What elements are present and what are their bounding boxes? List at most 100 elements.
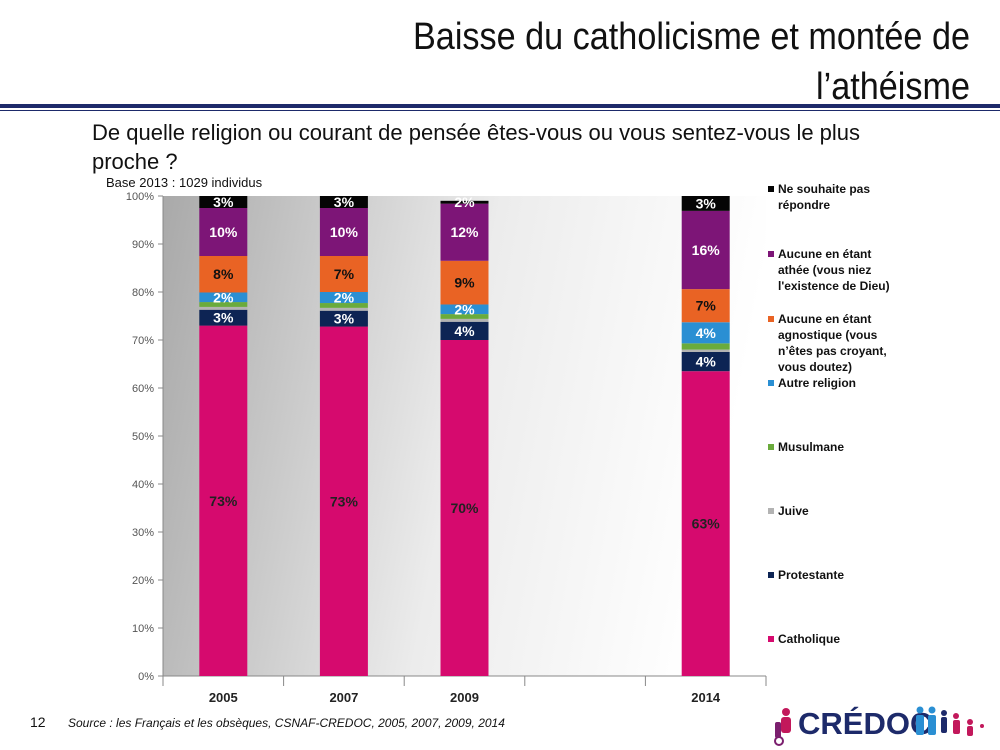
data-label: 8% — [213, 266, 234, 282]
data-label: 3% — [213, 310, 234, 326]
data-label: 4% — [696, 354, 717, 370]
bar-segment — [319, 310, 368, 327]
x-tick-label: 2014 — [691, 690, 721, 705]
bar-segment — [440, 340, 489, 676]
bar-segment — [440, 304, 489, 315]
legend-item: Catholique — [768, 631, 938, 647]
y-tick-label: 20% — [132, 575, 154, 587]
bar-segment — [199, 208, 248, 256]
legend-swatch — [768, 444, 774, 450]
legend-item: Musulmane — [768, 439, 938, 455]
legend-swatch — [768, 380, 774, 386]
bar-segment — [440, 321, 489, 340]
logo-figure-left — [774, 708, 791, 746]
x-tick-label: 2007 — [329, 690, 358, 705]
bar-segment — [681, 289, 730, 323]
data-label: 7% — [696, 298, 717, 314]
legend-label: Autre religion — [778, 376, 857, 390]
y-tick-label: 40% — [132, 479, 154, 491]
legend-label: Juive — [778, 504, 809, 518]
bar-segment — [319, 303, 368, 308]
bar-segment — [681, 322, 730, 344]
data-label: 73% — [209, 493, 238, 509]
data-label: 4% — [696, 325, 717, 341]
credoc-logo: CRÉDOC — [774, 706, 984, 746]
y-tick-label: 80% — [132, 287, 154, 299]
title-divider — [0, 104, 1000, 108]
legend-label: Protestante — [778, 568, 845, 582]
bar-segment — [199, 302, 248, 307]
legend-label: Ne souhaite pas répondre — [778, 182, 871, 212]
bar-segment — [199, 256, 248, 293]
bar-segment — [681, 210, 730, 290]
x-tick-label: 2005 — [209, 690, 238, 705]
data-label: 2% — [454, 194, 475, 210]
data-label: 7% — [334, 266, 355, 282]
legend-label: Musulmane — [778, 440, 845, 454]
legend-item: Autre religion — [768, 375, 938, 391]
survey-question: De quelle religion ou courant de pensée … — [92, 120, 861, 174]
bar-segment — [440, 314, 489, 319]
base-note: Base 2013 : 1029 individus — [106, 175, 263, 190]
bar-segment — [681, 352, 730, 372]
data-label: 2% — [454, 301, 475, 317]
data-label: 10% — [209, 224, 238, 240]
legend-swatch — [768, 251, 774, 257]
data-label: 9% — [454, 275, 475, 291]
legend-label: Aucune en étant athée (vous niez l'existen… — [778, 247, 890, 293]
bar-segment — [319, 307, 368, 311]
bar-segment — [681, 371, 730, 676]
bar-segment — [319, 256, 368, 292]
data-label: 10% — [330, 224, 359, 240]
legend-item: Ne souhaite pas répondre — [768, 181, 938, 213]
data-label: 16% — [692, 242, 721, 258]
bar-segment — [681, 349, 730, 352]
y-tick-label: 90% — [132, 239, 154, 251]
legend-item: Protestante — [768, 567, 938, 583]
data-label: 4% — [454, 323, 475, 339]
data-label: 3% — [213, 194, 234, 210]
data-label: 73% — [330, 493, 359, 509]
bar-segment — [199, 196, 248, 208]
x-tick-label: 2009 — [450, 690, 479, 705]
bar-segment — [199, 325, 248, 676]
legend-label: Aucune en étant agnostique (vous n’êtes pa… — [778, 312, 887, 374]
slide-title: Baisse du catholicisme et montée de l’at… — [340, 12, 970, 112]
bar-segment — [319, 196, 368, 208]
legend-swatch — [768, 186, 774, 192]
legend-label: Catholique — [778, 632, 840, 646]
bar-segment — [440, 318, 489, 322]
legend-swatch — [768, 572, 774, 578]
page-number: 12 — [30, 714, 46, 730]
legend-swatch — [768, 636, 774, 642]
y-tick-label: 60% — [132, 383, 154, 395]
y-tick-label: 30% — [132, 527, 154, 539]
y-tick-label: 10% — [132, 623, 154, 635]
data-label: 70% — [450, 500, 479, 516]
bar-segment — [319, 326, 368, 676]
data-label: 3% — [696, 195, 717, 211]
legend-item: Juive — [768, 503, 938, 519]
data-label: 3% — [334, 194, 355, 210]
logo-wordmark: CRÉDOC — [798, 706, 932, 741]
data-label: 2% — [334, 290, 355, 306]
data-label: 12% — [450, 224, 479, 240]
data-label: 2% — [213, 289, 234, 305]
data-label: 3% — [334, 311, 355, 327]
bar-segment — [440, 203, 489, 261]
source-note: Source : les Français et les obsèques, C… — [68, 716, 505, 730]
legend-item: Aucune en étant agnostique (vous n’êtes pa… — [768, 311, 938, 375]
bar-segment — [681, 343, 730, 350]
data-label: 63% — [692, 516, 721, 532]
y-tick-label: 50% — [132, 431, 154, 443]
bar-segment — [440, 200, 489, 204]
bar-segment — [681, 196, 730, 211]
legend-item: Aucune en étant athée (vous niez l'existen… — [768, 246, 938, 294]
legend-swatch — [768, 316, 774, 322]
y-tick-label: 70% — [132, 335, 154, 347]
slide-title-line1: Baisse du catholicisme et montée de — [412, 16, 970, 58]
bar-segment — [319, 208, 368, 256]
y-tick-label: 0% — [138, 671, 154, 683]
slide-title-line2: l’athéisme — [816, 66, 970, 108]
